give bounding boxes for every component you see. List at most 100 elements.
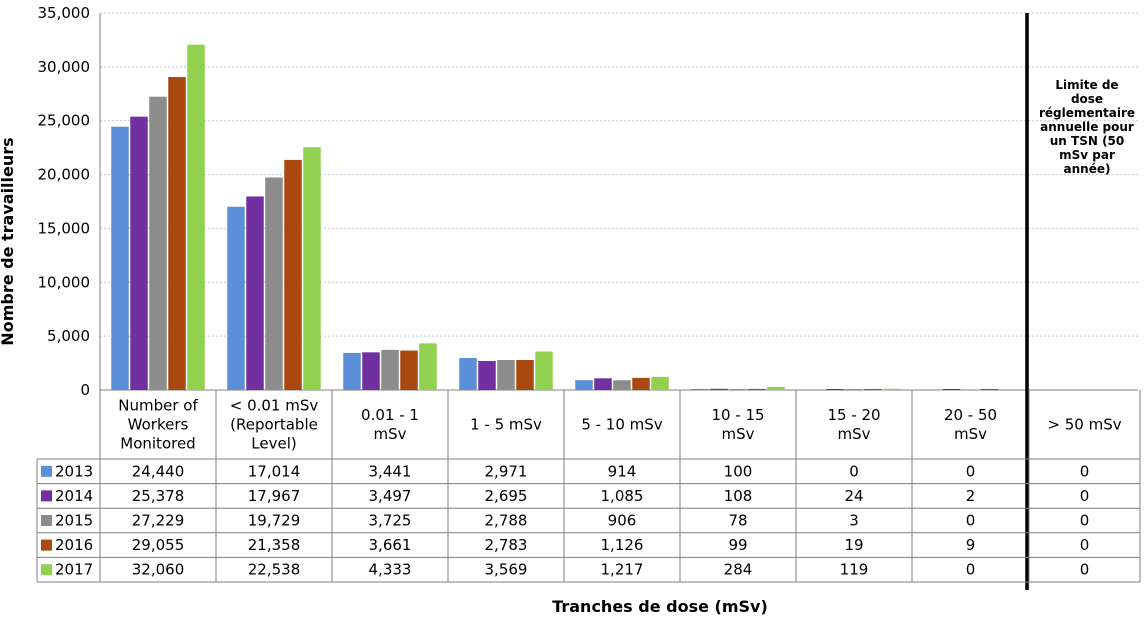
table-cell: 0 — [966, 561, 976, 579]
bar — [942, 389, 961, 390]
bar — [594, 378, 612, 390]
table-cell: 17,014 — [248, 462, 301, 480]
category-label: mSv — [373, 425, 406, 443]
bar — [729, 389, 747, 390]
y-tick-label: 25,000 — [38, 112, 91, 130]
bar — [980, 389, 999, 390]
table-cell: 3,725 — [369, 512, 412, 530]
table-cell: 24,440 — [132, 462, 185, 480]
x-axis-title: Tranches de dose (mSv) — [552, 597, 768, 616]
bar — [149, 96, 167, 390]
category-label: 1 - 5 mSv — [470, 416, 542, 434]
limit-annotation-line: dose — [1071, 92, 1103, 106]
table-cell: 2,788 — [485, 512, 528, 530]
table-cell: 3,497 — [369, 487, 412, 505]
category-label: mSv — [954, 425, 987, 443]
bar — [826, 389, 844, 390]
table-cell: 3,661 — [369, 536, 412, 554]
category-label: Level) — [251, 435, 296, 453]
category-label: 10 - 15 — [711, 406, 764, 424]
bar — [400, 350, 418, 390]
bar — [767, 386, 785, 390]
bar — [651, 376, 669, 390]
bar — [111, 126, 129, 391]
category-label: Number of — [118, 397, 198, 415]
legend-label: 2015 — [55, 512, 93, 530]
legend-label: 2016 — [55, 536, 93, 554]
category-label: < 0.01 mSv — [230, 397, 319, 415]
category-label: 15 - 20 — [827, 406, 880, 424]
bar — [845, 389, 863, 390]
bar — [381, 349, 399, 390]
table-cell: 25,378 — [132, 487, 185, 505]
category-label: Monitored — [120, 435, 195, 453]
table-cell: 1,217 — [601, 561, 644, 579]
bar — [168, 77, 186, 391]
bar — [535, 351, 553, 390]
legend-swatch — [41, 539, 52, 551]
table-cell: 2 — [966, 487, 976, 505]
table-cell: 2,971 — [485, 462, 528, 480]
legend-label: 2014 — [55, 487, 93, 505]
table-cell: 9 — [966, 536, 976, 554]
category-label: mSv — [837, 425, 870, 443]
bar — [575, 380, 593, 390]
table-cell: 3,569 — [485, 561, 528, 579]
category-label: Workers — [128, 416, 189, 434]
bar — [691, 388, 709, 390]
legend-swatch — [41, 465, 52, 477]
bar — [478, 360, 496, 390]
bar — [883, 388, 901, 390]
table-cell: 0 — [849, 462, 859, 480]
table-cell: 914 — [608, 462, 637, 480]
limit-annotation-line: un TSN (50 — [1050, 134, 1125, 148]
table-cell: 2,783 — [485, 536, 528, 554]
bar — [362, 352, 380, 390]
category-label: 5 - 10 mSv — [581, 416, 662, 434]
y-tick-label: 0 — [80, 381, 90, 399]
limit-annotation-line: annuelle pour — [1040, 120, 1134, 134]
table-cell: 3,441 — [369, 462, 412, 480]
table-cell: 0 — [966, 462, 976, 480]
y-tick-label: 5,000 — [47, 327, 90, 345]
table-cell: 99 — [728, 536, 747, 554]
bar — [130, 116, 148, 390]
table-cell: 0 — [1080, 536, 1090, 554]
table-cell: 906 — [608, 512, 637, 530]
legend-label: 2017 — [55, 561, 93, 579]
table-cell: 32,060 — [132, 561, 185, 579]
table-cell: 22,538 — [248, 561, 301, 579]
table-cell: 4,333 — [369, 561, 412, 579]
table-cell: 3 — [849, 512, 859, 530]
limit-annotation-line: Limite de — [1055, 78, 1118, 92]
table-cell: 2,695 — [485, 487, 528, 505]
table-cell: 78 — [728, 512, 747, 530]
bar — [265, 177, 283, 390]
table-cell: 29,055 — [132, 536, 185, 554]
category-label: (Reportable — [230, 416, 318, 434]
table-cell: 17,967 — [248, 487, 301, 505]
table-cell: 19,729 — [248, 512, 301, 530]
y-tick-label: 30,000 — [38, 58, 91, 76]
table-cell: 119 — [840, 561, 869, 579]
bar — [284, 159, 302, 390]
table-cell: 1,085 — [601, 487, 644, 505]
table-cell: 19 — [844, 536, 863, 554]
legend-label: 2013 — [55, 462, 93, 480]
limit-annotation-line: mSv par — [1059, 148, 1115, 162]
bar — [864, 389, 882, 390]
table-cell: 24 — [844, 487, 863, 505]
y-tick-label: 10,000 — [38, 273, 91, 291]
bar — [516, 360, 534, 390]
bar — [497, 359, 515, 390]
bar — [227, 206, 245, 390]
y-tick-label: 20,000 — [38, 166, 91, 184]
bar — [343, 352, 361, 390]
bar — [632, 377, 650, 390]
y-tick-label: 35,000 — [38, 4, 91, 22]
limit-annotation-line: réglementaire — [1039, 106, 1135, 120]
category-label: 0.01 - 1 — [361, 406, 419, 424]
table-cell: 284 — [724, 561, 753, 579]
bar — [748, 388, 766, 390]
